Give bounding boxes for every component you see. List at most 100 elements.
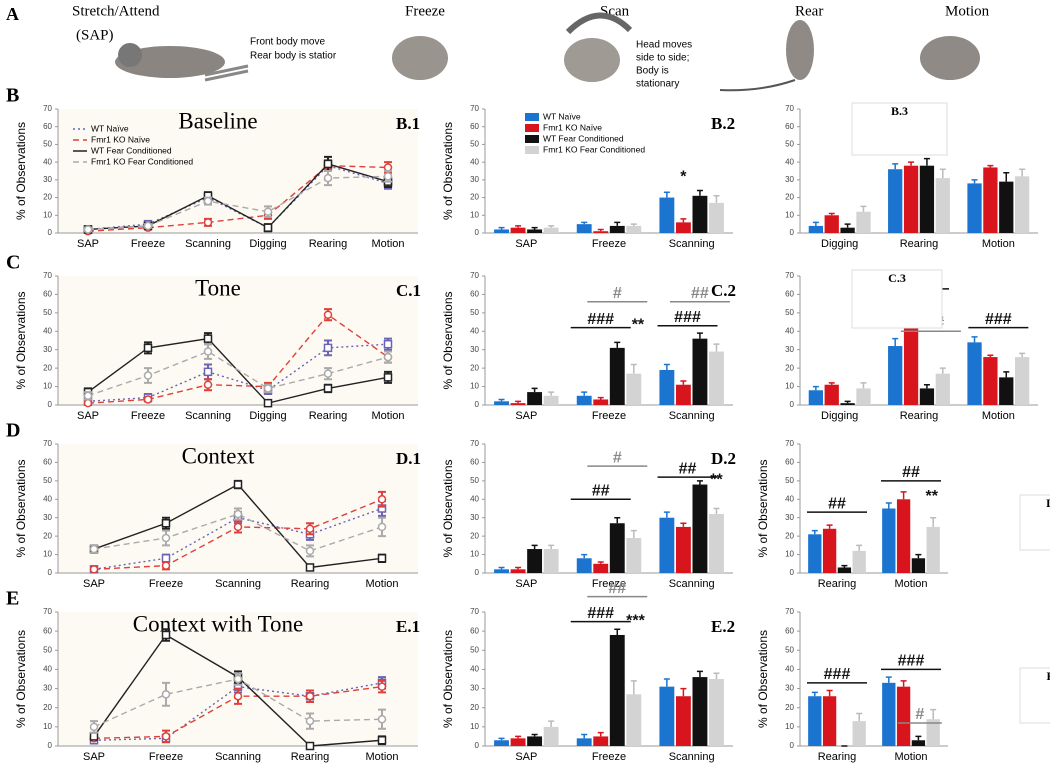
bar bbox=[543, 227, 559, 233]
y-tick-label: 50 bbox=[43, 308, 52, 317]
annotation: ## bbox=[828, 495, 846, 512]
y-tick-label: 60 bbox=[470, 458, 479, 467]
bar bbox=[593, 231, 609, 233]
chart-title: Context bbox=[182, 443, 255, 468]
bar bbox=[926, 526, 940, 573]
error-bar bbox=[548, 391, 555, 396]
error-bar bbox=[856, 544, 863, 551]
annotation: # bbox=[915, 706, 924, 723]
error-bar bbox=[826, 524, 833, 529]
x-tick-label: Scanning bbox=[215, 751, 261, 763]
y-axis-title: % of Observations bbox=[441, 291, 455, 389]
series-line bbox=[87, 313, 389, 404]
y-tick-label: 20 bbox=[470, 363, 479, 372]
marker bbox=[161, 554, 171, 563]
marker bbox=[83, 398, 93, 408]
annotation: # bbox=[613, 285, 622, 302]
x-tick-label: Motion bbox=[371, 410, 404, 422]
error-bar bbox=[531, 544, 538, 550]
y-tick-label: 0 bbox=[790, 568, 795, 577]
series-line bbox=[87, 175, 389, 231]
x-tick-label: Rearing bbox=[309, 238, 348, 250]
bar bbox=[709, 351, 724, 405]
bar bbox=[919, 165, 935, 233]
marker bbox=[305, 716, 315, 726]
bar bbox=[983, 167, 998, 233]
mouse-icon bbox=[786, 20, 814, 80]
bar bbox=[543, 395, 559, 405]
marker bbox=[377, 736, 387, 745]
error-bar bbox=[515, 225, 522, 228]
y-tick-label: 40 bbox=[43, 326, 52, 335]
error-bar bbox=[548, 544, 555, 550]
mouse-icon bbox=[920, 36, 980, 80]
marker bbox=[305, 691, 315, 701]
legend-label: Fmr1 KO Fear Conditioned bbox=[543, 144, 645, 154]
marker bbox=[89, 732, 99, 741]
y-axis-title: % of Observations bbox=[14, 291, 28, 389]
y-tick-label: 20 bbox=[785, 193, 794, 202]
y-tick-label: 30 bbox=[785, 345, 794, 354]
bar bbox=[593, 399, 609, 405]
marker bbox=[263, 384, 273, 393]
error-bar bbox=[614, 221, 621, 226]
bar bbox=[856, 211, 871, 233]
x-tick-label: Motion bbox=[982, 238, 1015, 250]
bar bbox=[882, 682, 896, 746]
marker bbox=[323, 343, 333, 353]
bar bbox=[510, 738, 526, 746]
error-bar bbox=[987, 354, 994, 358]
bar bbox=[888, 169, 903, 233]
marker bbox=[143, 371, 153, 380]
behavior-title: Motion bbox=[945, 3, 990, 19]
legend-label: WT Naïve bbox=[543, 111, 581, 121]
marker bbox=[263, 398, 273, 408]
bar bbox=[852, 721, 866, 746]
x-tick-label: Freeze bbox=[131, 238, 165, 250]
x-tick-label: SAP bbox=[83, 751, 105, 763]
annotation: *** bbox=[626, 612, 645, 629]
y-tick-label: 40 bbox=[785, 494, 794, 503]
marker bbox=[323, 384, 333, 393]
y-tick-label: 20 bbox=[785, 363, 794, 372]
marker bbox=[305, 563, 315, 572]
bar bbox=[983, 357, 998, 405]
error-bar bbox=[630, 223, 637, 226]
bar bbox=[840, 403, 855, 405]
marker bbox=[233, 674, 243, 684]
panel-label: C bbox=[6, 252, 20, 274]
bar bbox=[576, 558, 592, 573]
error-bar bbox=[515, 400, 522, 404]
bar bbox=[888, 346, 903, 405]
x-tick-label: Motion bbox=[365, 578, 398, 590]
x-tick-label: SAP bbox=[83, 578, 105, 590]
error-bar bbox=[498, 737, 505, 741]
inset-label: E.3 bbox=[1046, 669, 1050, 683]
bar bbox=[967, 183, 982, 233]
error-bar bbox=[1019, 168, 1026, 177]
bar bbox=[659, 686, 675, 746]
x-tick-label: Rearing bbox=[291, 578, 330, 590]
x-tick-label: Rearing bbox=[818, 751, 857, 763]
error-bar bbox=[841, 564, 848, 568]
y-tick-label: 0 bbox=[790, 400, 795, 409]
marker bbox=[203, 347, 213, 356]
x-tick-label: Motion bbox=[371, 238, 404, 250]
marker bbox=[161, 561, 171, 570]
panel-label: B.1 bbox=[396, 114, 420, 133]
y-tick-label: 60 bbox=[43, 626, 52, 635]
y-tick-label: 0 bbox=[48, 568, 53, 577]
y-tick-label: 50 bbox=[43, 140, 52, 149]
bar bbox=[852, 550, 866, 573]
legend-swatch bbox=[525, 135, 539, 143]
bar bbox=[837, 567, 852, 573]
mouse-icon bbox=[118, 43, 142, 67]
bar bbox=[896, 686, 911, 746]
x-tick-label: Digging bbox=[821, 238, 858, 250]
y-tick-label: 10 bbox=[43, 382, 52, 391]
bar bbox=[675, 222, 691, 233]
inset-box bbox=[1019, 494, 1050, 551]
marker bbox=[263, 207, 273, 216]
error-bar bbox=[581, 733, 588, 739]
y-tick-label: 70 bbox=[43, 607, 52, 616]
